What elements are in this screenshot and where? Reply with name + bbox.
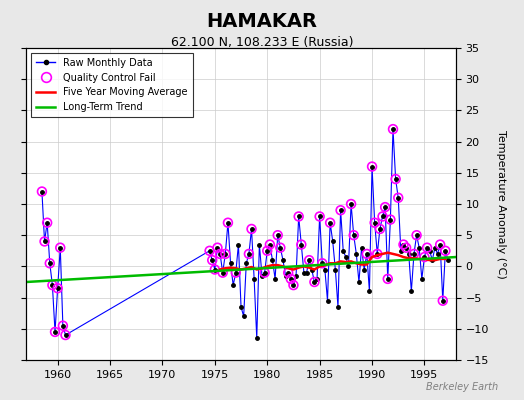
Point xyxy=(384,276,392,282)
Point xyxy=(289,282,298,288)
Point xyxy=(260,270,269,276)
Point xyxy=(46,260,54,266)
Point xyxy=(263,248,271,254)
Point xyxy=(297,241,305,248)
Point xyxy=(221,251,230,257)
Point xyxy=(287,276,295,282)
Point xyxy=(305,257,313,263)
Point xyxy=(368,163,376,170)
Point xyxy=(53,285,62,292)
Point xyxy=(216,251,224,257)
Point xyxy=(326,220,334,226)
Point xyxy=(436,241,444,248)
Point xyxy=(350,232,358,238)
Point xyxy=(276,244,285,251)
Point xyxy=(274,232,282,238)
Point xyxy=(61,332,70,338)
Point xyxy=(370,220,379,226)
Point xyxy=(43,220,51,226)
Point xyxy=(266,241,274,248)
Point xyxy=(373,251,381,257)
Point xyxy=(213,244,222,251)
Point xyxy=(205,248,214,254)
Point xyxy=(391,176,400,182)
Point xyxy=(402,244,410,251)
Point xyxy=(59,322,67,329)
Point xyxy=(386,216,395,223)
Point xyxy=(211,266,219,273)
Point xyxy=(38,188,46,195)
Point xyxy=(441,248,450,254)
Text: Berkeley Earth: Berkeley Earth xyxy=(425,382,498,392)
Point xyxy=(412,232,421,238)
Point xyxy=(232,270,240,276)
Point xyxy=(336,207,345,214)
Point xyxy=(376,226,384,232)
Point xyxy=(378,213,387,220)
Point xyxy=(389,126,397,132)
Point xyxy=(224,220,232,226)
Point xyxy=(318,260,326,266)
Point xyxy=(394,194,402,201)
Legend: Raw Monthly Data, Quality Control Fail, Five Year Moving Average, Long-Term Tren: Raw Monthly Data, Quality Control Fail, … xyxy=(31,53,192,117)
Point xyxy=(315,213,324,220)
Point xyxy=(399,241,408,248)
Point xyxy=(56,244,64,251)
Point xyxy=(439,298,447,304)
Point xyxy=(363,251,371,257)
Point xyxy=(247,226,256,232)
Point xyxy=(381,204,389,210)
Point xyxy=(310,279,319,285)
Point xyxy=(423,244,431,251)
Point xyxy=(219,270,227,276)
Text: HAMAKAR: HAMAKAR xyxy=(206,12,318,31)
Point xyxy=(48,282,57,288)
Point xyxy=(347,201,355,207)
Point xyxy=(208,257,216,263)
Point xyxy=(410,251,418,257)
Point xyxy=(294,213,303,220)
Point xyxy=(245,251,253,257)
Point xyxy=(40,238,49,245)
Point xyxy=(284,270,292,276)
Point xyxy=(51,329,59,335)
Y-axis label: Temperature Anomaly (°C): Temperature Anomaly (°C) xyxy=(496,130,506,278)
Text: 62.100 N, 108.233 E (Russia): 62.100 N, 108.233 E (Russia) xyxy=(171,36,353,49)
Point xyxy=(420,254,429,260)
